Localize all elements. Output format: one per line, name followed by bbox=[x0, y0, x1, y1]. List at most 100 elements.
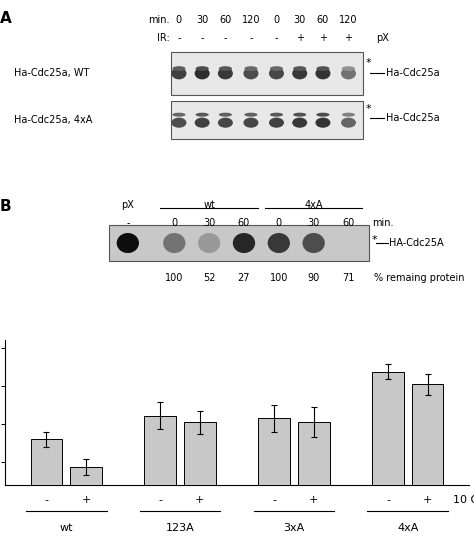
Ellipse shape bbox=[244, 113, 257, 116]
Text: -: - bbox=[126, 218, 129, 228]
Ellipse shape bbox=[342, 66, 355, 71]
Text: 0: 0 bbox=[273, 15, 280, 25]
Ellipse shape bbox=[270, 66, 283, 71]
Ellipse shape bbox=[270, 113, 283, 116]
Text: 3xA: 3xA bbox=[283, 523, 304, 533]
Ellipse shape bbox=[219, 113, 232, 116]
FancyBboxPatch shape bbox=[171, 101, 364, 139]
Ellipse shape bbox=[302, 233, 325, 253]
Ellipse shape bbox=[244, 66, 257, 71]
Ellipse shape bbox=[233, 233, 255, 253]
Text: min.: min. bbox=[372, 218, 393, 228]
Text: 30: 30 bbox=[308, 218, 320, 228]
Ellipse shape bbox=[172, 67, 186, 79]
Text: +: + bbox=[82, 495, 91, 505]
Text: *: * bbox=[365, 58, 371, 68]
Text: Ha-Cdc25a, WT: Ha-Cdc25a, WT bbox=[14, 68, 90, 78]
Text: *: * bbox=[365, 104, 371, 114]
Text: +: + bbox=[345, 33, 353, 44]
Text: Ha-Cdc25a, 4xA: Ha-Cdc25a, 4xA bbox=[14, 115, 92, 125]
Ellipse shape bbox=[269, 67, 284, 79]
FancyBboxPatch shape bbox=[171, 52, 364, 95]
Ellipse shape bbox=[315, 118, 330, 128]
Text: pX: pX bbox=[121, 201, 134, 210]
Text: wt: wt bbox=[203, 201, 215, 210]
Ellipse shape bbox=[195, 67, 210, 79]
Text: 27: 27 bbox=[238, 273, 250, 284]
Ellipse shape bbox=[341, 118, 356, 128]
Ellipse shape bbox=[163, 233, 185, 253]
Text: -: - bbox=[201, 33, 204, 44]
Text: 120: 120 bbox=[242, 15, 260, 25]
Text: 52: 52 bbox=[203, 273, 215, 284]
Ellipse shape bbox=[316, 113, 329, 116]
Ellipse shape bbox=[269, 118, 284, 128]
Text: 60: 60 bbox=[342, 218, 355, 228]
Text: 0: 0 bbox=[276, 218, 282, 228]
Ellipse shape bbox=[117, 233, 139, 253]
Ellipse shape bbox=[316, 66, 329, 71]
Text: 30: 30 bbox=[293, 15, 306, 25]
Text: 0: 0 bbox=[176, 15, 182, 25]
Ellipse shape bbox=[218, 67, 233, 79]
Text: IR:: IR: bbox=[157, 33, 170, 44]
Bar bbox=[298, 422, 329, 538]
Text: +: + bbox=[309, 495, 319, 505]
Text: 30: 30 bbox=[203, 218, 215, 228]
Text: 123A: 123A bbox=[166, 523, 194, 533]
Ellipse shape bbox=[341, 67, 356, 79]
Ellipse shape bbox=[292, 67, 307, 79]
Ellipse shape bbox=[219, 66, 232, 71]
Text: 90: 90 bbox=[308, 273, 320, 284]
Text: wt: wt bbox=[60, 523, 73, 533]
Text: -: - bbox=[275, 33, 278, 44]
Ellipse shape bbox=[315, 67, 330, 79]
Text: 100: 100 bbox=[270, 273, 288, 284]
Bar bbox=[372, 372, 404, 538]
Text: 60: 60 bbox=[238, 218, 250, 228]
Ellipse shape bbox=[218, 118, 233, 128]
Text: -: - bbox=[177, 33, 181, 44]
Text: -: - bbox=[272, 495, 276, 505]
Ellipse shape bbox=[292, 118, 307, 128]
Ellipse shape bbox=[196, 66, 209, 71]
Text: 4xA: 4xA bbox=[397, 523, 419, 533]
Text: 30: 30 bbox=[196, 15, 208, 25]
Text: -: - bbox=[45, 495, 48, 505]
Text: +: + bbox=[195, 495, 205, 505]
Text: A: A bbox=[0, 11, 12, 26]
Text: *: * bbox=[372, 234, 377, 245]
Bar bbox=[145, 416, 176, 538]
Text: 60: 60 bbox=[317, 15, 329, 25]
Text: % remaing protein: % remaing protein bbox=[374, 273, 465, 284]
Ellipse shape bbox=[173, 66, 185, 71]
Text: B: B bbox=[0, 199, 12, 213]
Text: -: - bbox=[224, 33, 227, 44]
Text: 71: 71 bbox=[342, 273, 355, 284]
Text: Ha-Cdc25a: Ha-Cdc25a bbox=[386, 68, 439, 78]
Text: 10 Gy: 10 Gy bbox=[453, 495, 474, 505]
Text: 60: 60 bbox=[219, 15, 231, 25]
Bar bbox=[258, 418, 290, 538]
Bar bbox=[70, 467, 102, 538]
Bar bbox=[184, 422, 216, 538]
Text: -: - bbox=[386, 495, 390, 505]
Text: 0: 0 bbox=[171, 218, 177, 228]
Ellipse shape bbox=[293, 113, 306, 116]
Text: +: + bbox=[296, 33, 304, 44]
Bar bbox=[31, 439, 62, 538]
Text: HA-Cdc25A: HA-Cdc25A bbox=[389, 238, 444, 248]
Ellipse shape bbox=[195, 118, 210, 128]
Text: 120: 120 bbox=[339, 15, 358, 25]
Ellipse shape bbox=[244, 118, 258, 128]
Text: 100: 100 bbox=[165, 273, 183, 284]
Text: +: + bbox=[319, 33, 327, 44]
Text: -: - bbox=[158, 495, 162, 505]
Text: pX: pX bbox=[376, 33, 389, 44]
Ellipse shape bbox=[293, 66, 306, 71]
Ellipse shape bbox=[172, 118, 186, 128]
Text: 4xA: 4xA bbox=[304, 201, 323, 210]
Bar bbox=[412, 384, 443, 538]
Text: -: - bbox=[249, 33, 253, 44]
FancyBboxPatch shape bbox=[109, 225, 369, 261]
